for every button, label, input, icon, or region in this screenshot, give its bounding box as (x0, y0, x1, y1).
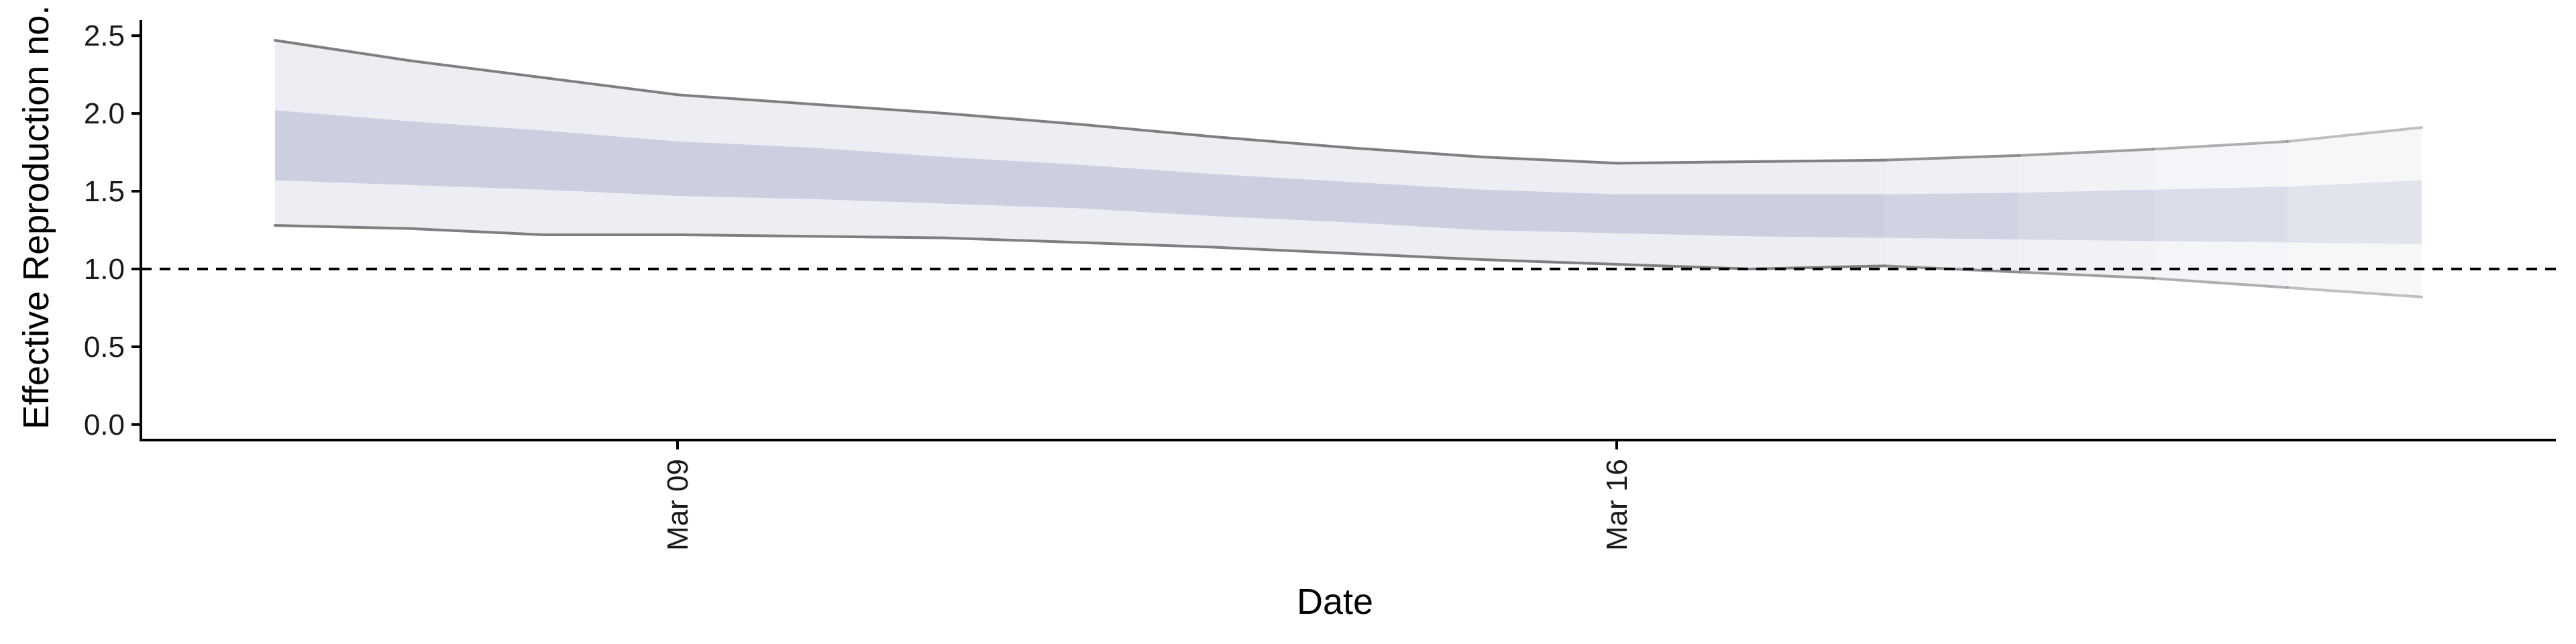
lower-bound-line-segment (2152, 276, 2289, 289)
upper-bound-line-segment (1213, 135, 1350, 150)
y-tick-label: 0.5 (84, 331, 125, 364)
y-tick-label: 0.0 (84, 409, 125, 441)
x-axis-ticks: Mar 09 Mar 16 (661, 440, 1633, 551)
inner-band-segment (2153, 186, 2288, 243)
inner-band-segment (1885, 193, 2019, 239)
interval-bands (275, 40, 2422, 297)
upper-bound-line-segment (1481, 156, 1618, 165)
y-tick-label: 2.5 (84, 19, 125, 52)
lower-bound-line-segment (1213, 246, 1350, 255)
upper-bound-line-segment (1615, 160, 1752, 165)
inner-band-segment (2288, 180, 2422, 244)
lower-bound-line-segment (945, 236, 1081, 244)
upper-bound-line-segment (2152, 140, 2289, 151)
upper-bound-line-segment (676, 93, 813, 106)
lower-bound-line-segment (1347, 252, 1484, 262)
upper-bound-line-segment (274, 39, 411, 62)
lower-bound-line-segment (1750, 264, 1886, 270)
x-tick-label: Mar 16 (1601, 459, 1633, 551)
inner-band-segment (1214, 174, 1348, 223)
lower-bound-line-segment (810, 235, 947, 239)
upper-bound-line-segment (945, 112, 1081, 126)
y-tick-label: 1.5 (84, 175, 125, 208)
upper-bound-line-segment (542, 76, 679, 97)
lower-bound-line-segment (2286, 286, 2423, 299)
lower-bound-line-segment (1481, 258, 1618, 266)
upper-bound-line-segment (1347, 146, 1484, 159)
inner-band-segment (1483, 189, 1617, 233)
inner-band-segment (1080, 164, 1214, 217)
y-axis-title: Effective Reproduction no. (16, 5, 56, 429)
lower-bound-line-segment (676, 233, 813, 238)
inner-band-segment (946, 157, 1080, 209)
inner-band-segment (2019, 189, 2153, 241)
inner-band-segment (543, 130, 678, 196)
x-tick-label: Mar 09 (661, 459, 694, 551)
upper-bound-line-segment (408, 59, 545, 79)
y-axis-ticks: 0.0 0.5 1.0 1.5 2.0 2.5 (84, 19, 141, 441)
upper-bound-line-segment (1884, 154, 2021, 162)
inner-band-segment (409, 121, 543, 190)
y-tick-label: 2.0 (84, 97, 125, 130)
inner-band-segment (1751, 194, 1885, 238)
lower-bound-line-segment (274, 224, 411, 230)
upper-bound-line-segment (1750, 158, 1886, 163)
inner-band-segment (1617, 194, 1751, 237)
x-axis-title: Date (1297, 582, 1373, 622)
lower-bound-line-segment (2018, 270, 2155, 280)
upper-bound-line-segment (2286, 125, 2423, 143)
upper-bound-line-segment (2018, 148, 2155, 157)
upper-bound-line-segment (1079, 123, 1216, 138)
outer-band-segment (2288, 127, 2422, 297)
upper-bound-line-segment (810, 103, 947, 115)
inner-band-segment (678, 141, 812, 199)
inner-band-segment (812, 148, 946, 204)
lower-bound-line-segment (1079, 241, 1216, 249)
y-tick-label: 1.0 (84, 253, 125, 286)
lower-bound-line-segment (408, 227, 545, 236)
inner-band-segment (275, 110, 409, 185)
interval-lines (274, 39, 2423, 299)
inner-band-segment (1348, 182, 1483, 230)
